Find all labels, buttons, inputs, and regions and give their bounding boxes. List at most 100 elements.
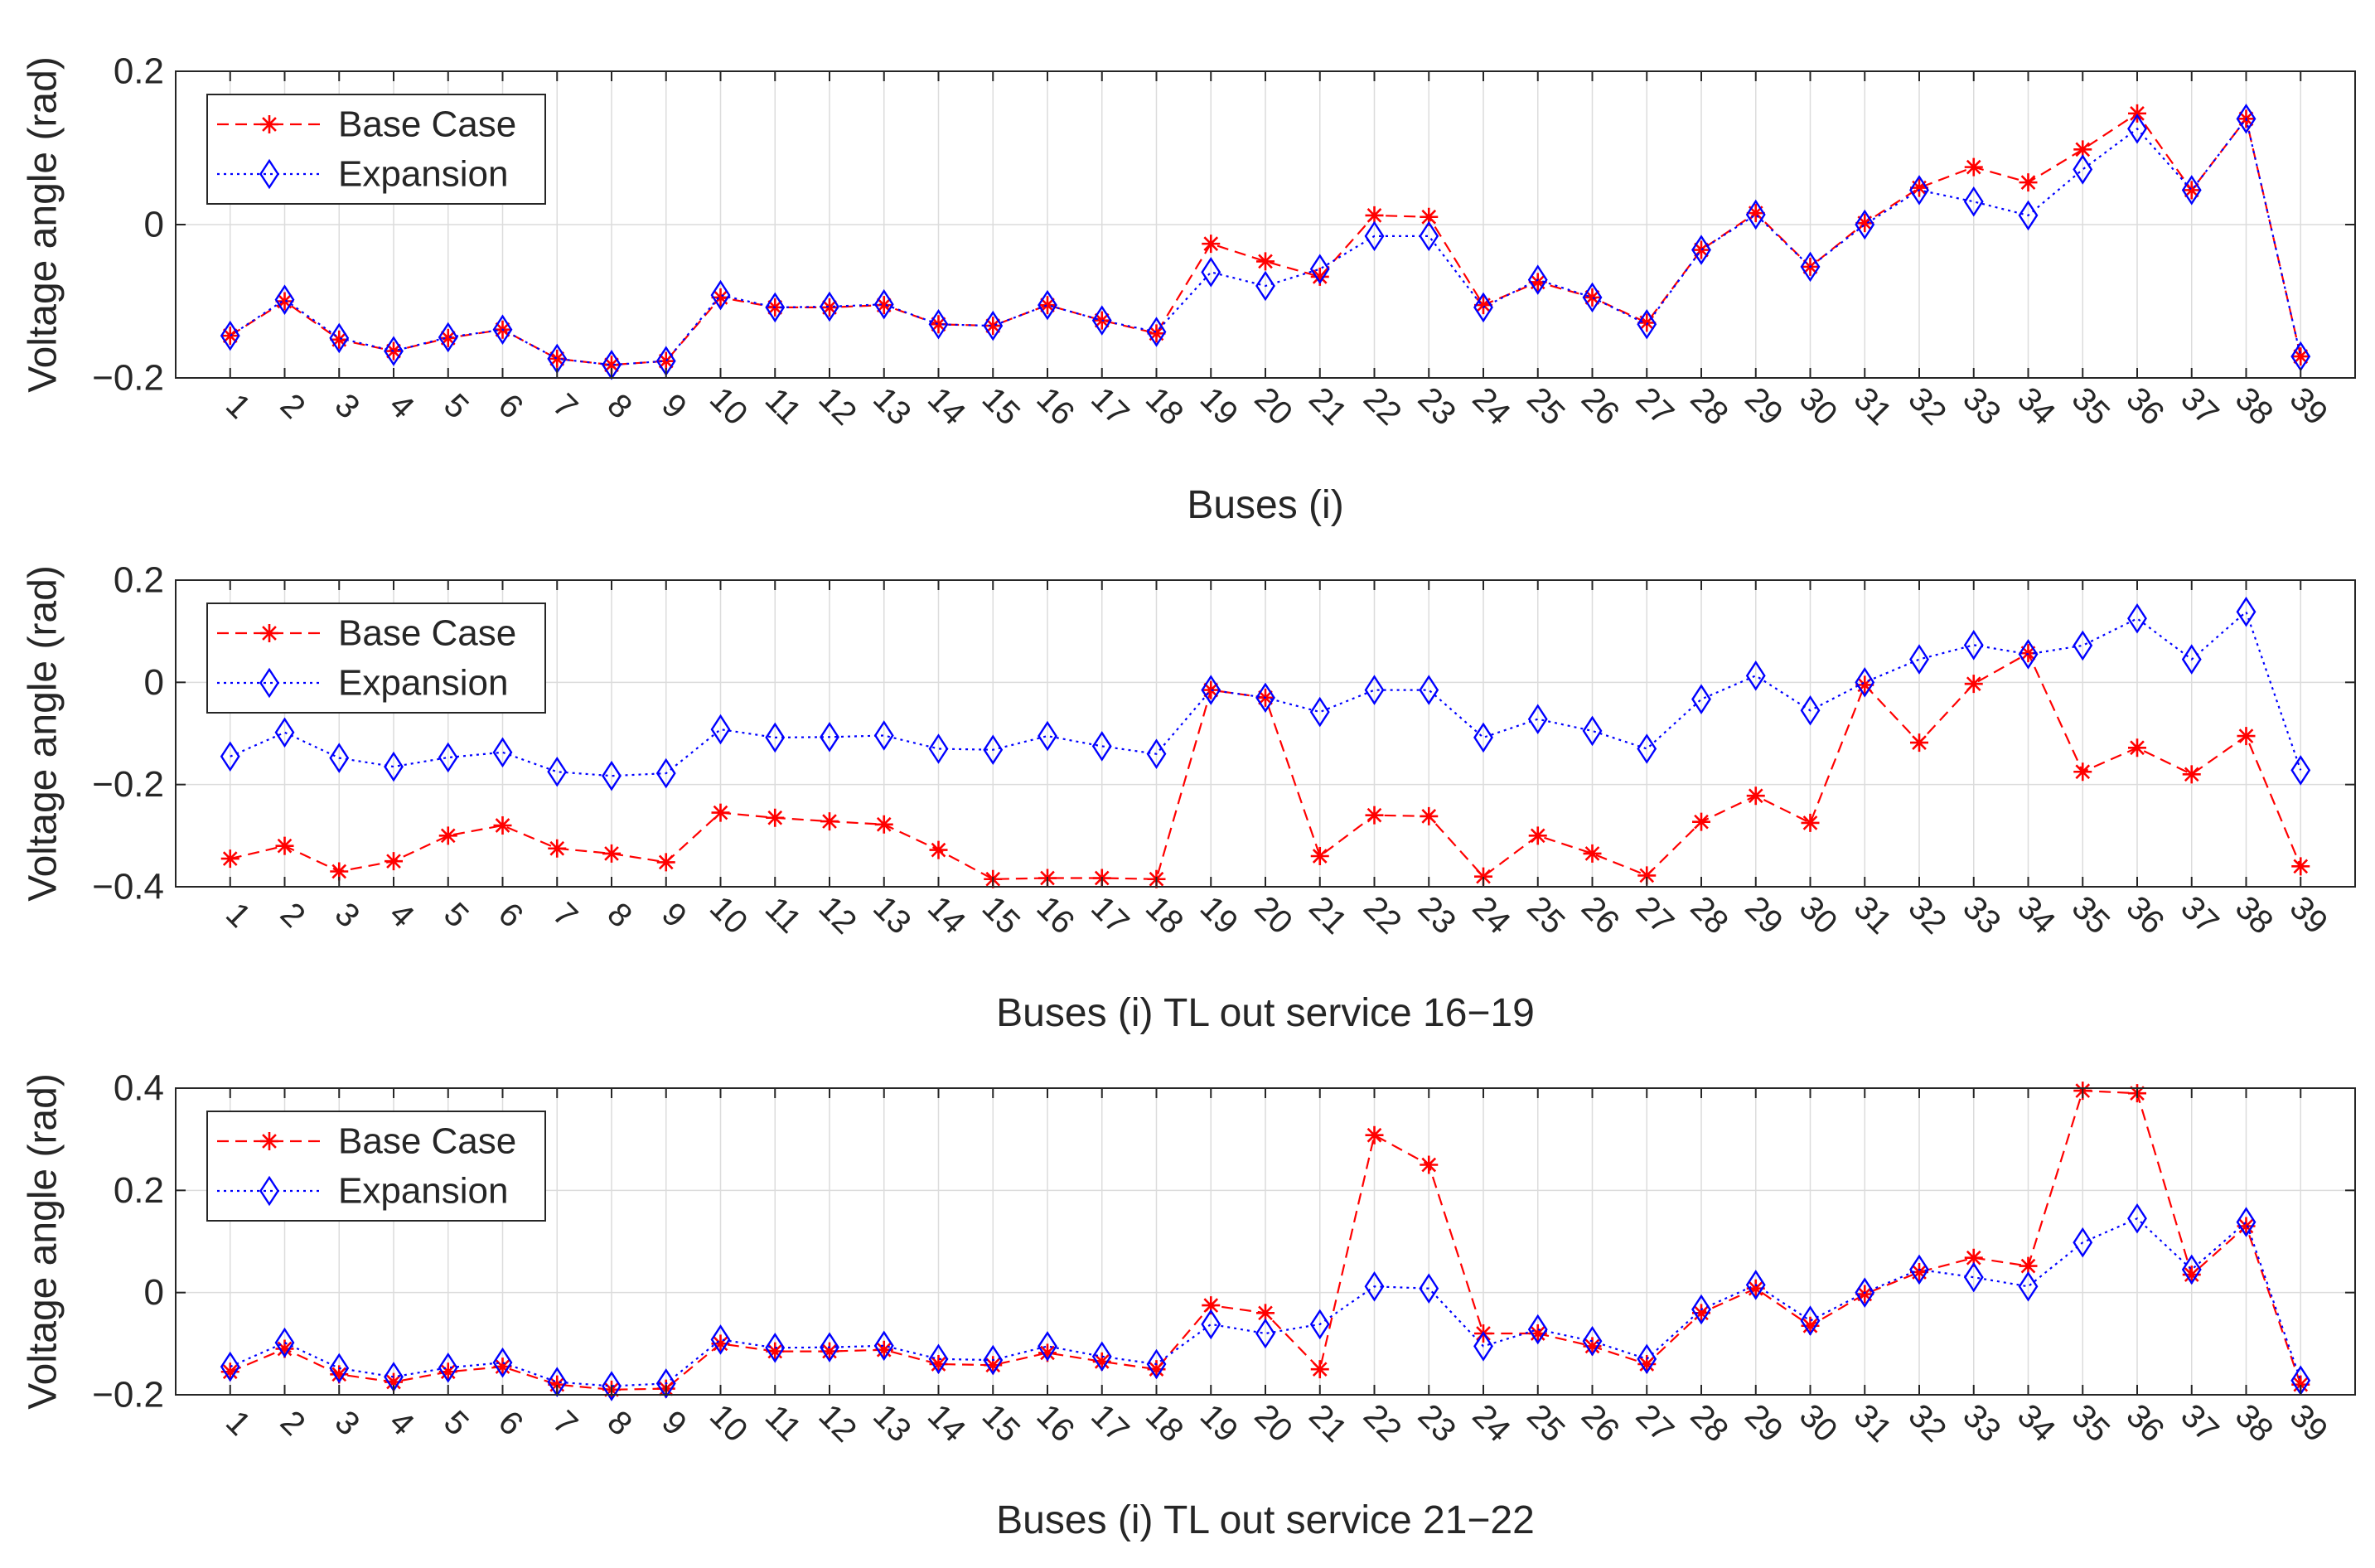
data-point-base-case [2291, 857, 2310, 876]
x-tick-label: 31 [1847, 1397, 1899, 1449]
series-line [230, 610, 2302, 777]
x-tick-label: 9 [655, 896, 694, 935]
data-point-base-case [1365, 806, 1384, 825]
data-point-expansion [2073, 154, 2093, 185]
data-point-base-case [1692, 812, 1710, 831]
data-point-base-case [602, 844, 621, 863]
data-point-expansion [1691, 235, 1711, 265]
y-tick-label: 0 [144, 662, 164, 703]
data-point-expansion [928, 308, 949, 340]
x-tick-label: 15 [975, 889, 1028, 941]
data-point-expansion [274, 717, 295, 748]
data-point-base-case [1855, 675, 1874, 694]
x-tick-label: 29 [1738, 380, 1790, 433]
legend-marker-asterisk [260, 1132, 278, 1150]
data-point-base-case [2128, 104, 2146, 123]
data-point-expansion [2181, 175, 2202, 206]
data-point-base-case [711, 803, 730, 822]
legend-label: Base Case [338, 1121, 516, 1162]
y-axis-label: Voltage angle (rad) [22, 565, 65, 902]
data-point-expansion [2236, 596, 2256, 627]
legend: Base Case Expansion [206, 603, 546, 714]
data-point-base-case [2019, 1256, 2038, 1275]
x-axis-label: Buses (i) [1187, 483, 1343, 527]
x-tick-label: 18 [1139, 889, 1191, 941]
data-point-expansion [1038, 289, 1057, 321]
data-point-base-case [1420, 1155, 1439, 1174]
x-tick-label: 11 [758, 1398, 808, 1448]
data-point-expansion [438, 322, 458, 353]
data-point-expansion [438, 742, 458, 773]
data-point-expansion [1091, 305, 1112, 336]
data-point-expansion [1963, 186, 1984, 217]
data-point-expansion [1745, 1270, 1766, 1300]
data-point-base-case [1365, 1125, 1384, 1145]
x-tick-label: 10 [703, 380, 755, 433]
data-point-expansion [765, 722, 786, 753]
data-point-expansion [1909, 175, 1929, 206]
x-tick-label: 23 [1411, 889, 1463, 941]
data-point-expansion [710, 279, 731, 311]
x-tick-label: 23 [1411, 1397, 1463, 1449]
x-tick-label: 10 [703, 889, 755, 941]
x-tick-label: 10 [703, 1397, 755, 1449]
x-tick-label: 20 [1247, 1397, 1299, 1449]
data-point-base-case [2073, 762, 2092, 782]
y-tick-label: 0.2 [114, 51, 164, 92]
data-point-expansion [710, 1324, 731, 1355]
x-tick-label: 15 [975, 380, 1028, 433]
series-line [230, 112, 2302, 366]
data-point-expansion [983, 310, 1004, 341]
data-point-base-case [1474, 296, 1492, 315]
x-tick-label: 37 [2174, 1397, 2226, 1449]
x-tick-label: 4 [382, 896, 421, 935]
x-tick-label: 38 [2228, 1397, 2281, 1449]
data-point-expansion [1855, 667, 1875, 698]
x-tick-label: 12 [811, 380, 863, 433]
x-tick-label: 7 [546, 1404, 585, 1443]
x-tick-label: 32 [1901, 1397, 1953, 1449]
data-point-base-case [438, 1362, 457, 1382]
data-point-expansion [1582, 1325, 1603, 1357]
data-point-expansion [820, 1332, 839, 1362]
x-tick-label: 33 [1956, 889, 2008, 941]
data-point-base-case [766, 808, 785, 827]
data-point-base-case [330, 862, 349, 881]
x-tick-label: 12 [811, 889, 863, 941]
data-point-base-case [275, 292, 294, 311]
x-tick-label: 37 [2174, 889, 2226, 941]
data-point-expansion [1201, 675, 1221, 705]
x-tick-label: 20 [1247, 380, 1299, 433]
data-point-expansion [1201, 1309, 1221, 1340]
data-point-expansion [1255, 682, 1275, 714]
series-line [230, 116, 2302, 366]
data-point-expansion [1582, 715, 1603, 747]
data-point-base-case [1583, 1337, 1602, 1356]
data-point-base-case [1256, 1304, 1275, 1323]
x-tick-label: 3 [328, 387, 367, 426]
x-tick-label: 24 [1465, 380, 1517, 433]
x-tick-label: 19 [1193, 1397, 1246, 1449]
y-tick-label: 0.2 [114, 560, 164, 601]
x-tick-label: 12 [811, 1397, 863, 1449]
data-point-base-case [1692, 240, 1710, 259]
data-point-base-case [711, 1334, 730, 1353]
data-point-expansion [820, 291, 839, 322]
data-point-expansion [1146, 1348, 1167, 1380]
data-point-base-case [385, 1372, 403, 1391]
data-point-expansion [384, 336, 404, 366]
y-axis-label: Voltage angle (rad) [22, 1073, 65, 1410]
legend-box [206, 1111, 546, 1222]
data-point-base-case [2237, 1217, 2256, 1236]
data-point-base-case [820, 812, 839, 831]
legend-label: Base Case [338, 613, 516, 654]
x-tick-label: 38 [2228, 889, 2281, 941]
data-point-expansion [1364, 1270, 1385, 1302]
y-axis-label: Voltage angle (rad) [22, 56, 65, 393]
chart-panel-3: 1 2 3 4 5 6 7 8 9 10 11 12 13 14 15 16 17 18 19 20 21 22 23 24 2… [22, 1068, 2356, 1542]
x-tick-label: 21 [1302, 889, 1354, 941]
data-point-expansion [1038, 1331, 1057, 1362]
data-point-expansion [2018, 200, 2039, 231]
data-point-base-case [2182, 181, 2201, 200]
x-tick-label: 35 [2065, 1397, 2117, 1449]
